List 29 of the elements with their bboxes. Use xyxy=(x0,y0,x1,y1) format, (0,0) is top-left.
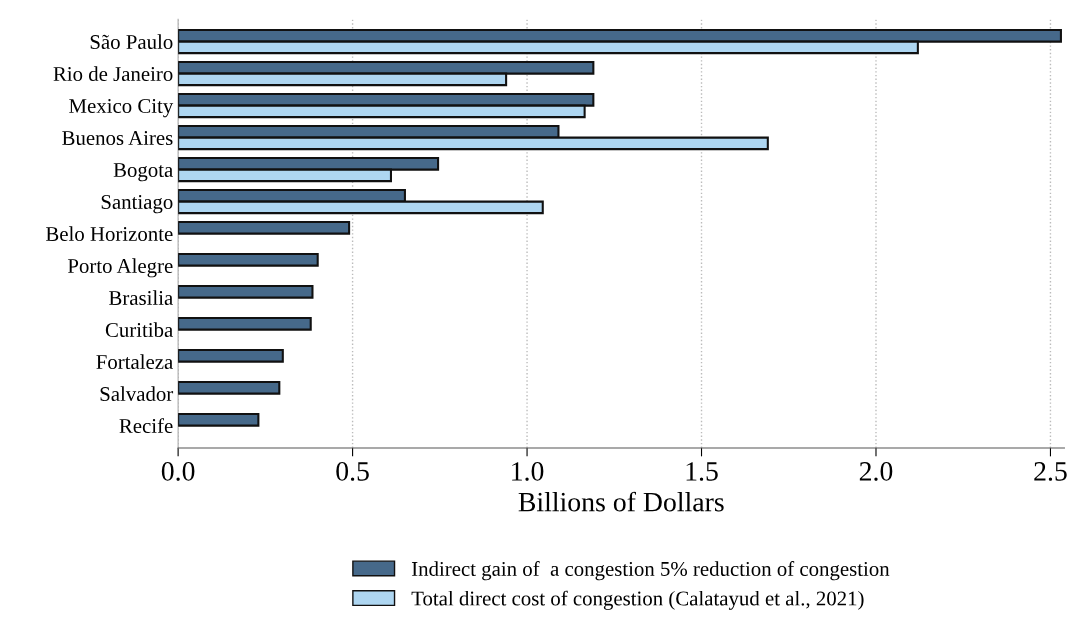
bar xyxy=(178,413,260,427)
y-tick-label: Porto Alegre xyxy=(67,258,173,278)
y-tick-label: Brasilia xyxy=(109,290,173,306)
x-tick-label: 1.5 xyxy=(686,462,718,481)
x-tick-label: 0.5 xyxy=(336,462,369,481)
y-tick-label: São Paulo xyxy=(90,34,173,50)
bar xyxy=(178,381,281,395)
x-tick-label: 0.0 xyxy=(161,462,195,481)
y-tick-label: Curitiba xyxy=(105,322,173,338)
y-tick-label: Belo Horizonte xyxy=(45,226,173,242)
y-tick-label: Mexico City xyxy=(69,99,174,118)
legend-label: Total direct cost of congestion (Calatayud et al., 2021) xyxy=(411,590,864,610)
y-tick-label: Recife xyxy=(119,418,173,434)
x-tick-label: 2.5 xyxy=(1034,462,1067,481)
y-tick-label: Salvador xyxy=(100,386,174,402)
y-tick-label: Fortaleza xyxy=(96,354,173,370)
y-tick-label: Buenos Aires xyxy=(62,131,173,146)
y-tick-label: Rio de Janeiro xyxy=(53,66,173,82)
bar xyxy=(178,349,284,363)
legend-label: Indirect gain of a congestion 5% reduction of congestion xyxy=(411,561,890,581)
x-tick-label: 1.0 xyxy=(512,462,544,481)
x-tick-label: 2.0 xyxy=(859,462,893,481)
bar xyxy=(178,317,312,331)
y-tick-label: Santiago xyxy=(101,195,173,214)
y-tick-label: Bogota xyxy=(113,163,173,182)
bar xyxy=(178,253,319,267)
x-axis-title: Billions of Dollars xyxy=(518,491,724,512)
bar xyxy=(178,285,314,299)
bar xyxy=(178,221,351,235)
